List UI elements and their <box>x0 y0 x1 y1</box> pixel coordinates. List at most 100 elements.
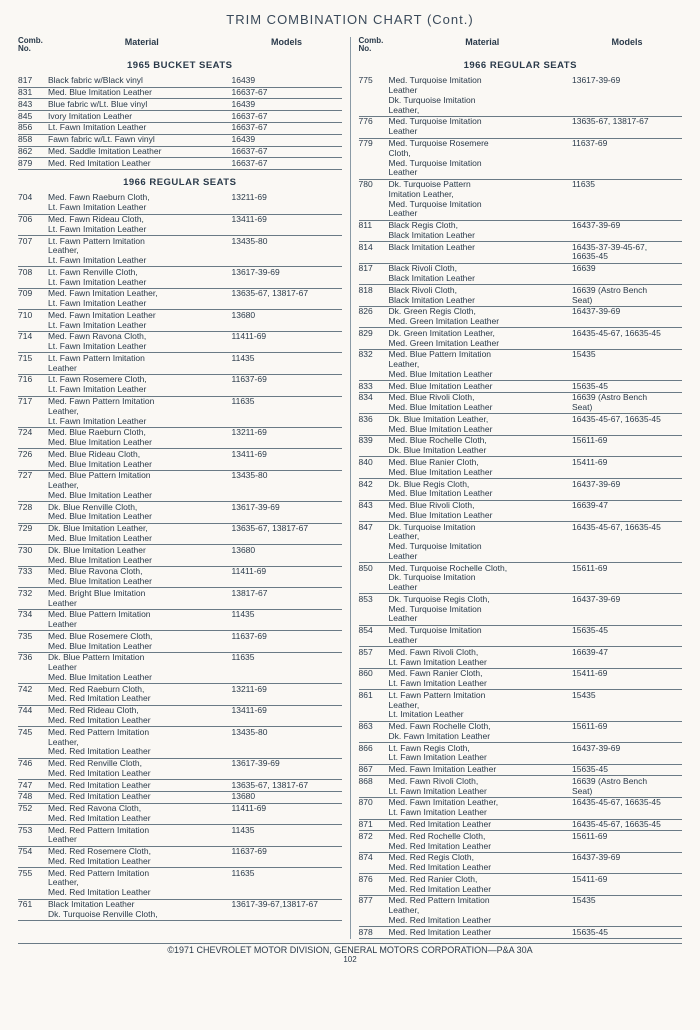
cell-material: Med. Blue Ranier Cloth,Med. Blue Imitati… <box>389 458 573 478</box>
cell-material: Med. Blue Rivoli Cloth,Med. Blue Imitati… <box>389 393 573 413</box>
cell-material: Lt. Fawn Pattern ImitationLeather,Lt. Fa… <box>48 237 232 266</box>
cell-models: 13411-69 <box>232 215 342 235</box>
table-row: 708Lt. Fawn Renville Cloth,Lt. Fawn Imit… <box>18 267 342 289</box>
cell-models: 13211-69 <box>232 193 342 213</box>
cell-material: Med. Blue Imitation Leather <box>389 382 573 392</box>
cell-combno: 833 <box>359 382 389 392</box>
table-row: 817Black fabric w/Black vinyl16439 <box>18 76 342 88</box>
cell-material: Med. Red Ranier Cloth,Med. Red Imitation… <box>389 875 573 895</box>
cell-combno: 717 <box>18 397 48 426</box>
hdr-material: Material <box>52 37 232 53</box>
cell-models: 15411-69 <box>572 458 682 478</box>
cell-combno: 811 <box>359 221 389 241</box>
table-row: 726Med. Blue Rideau Cloth,Med. Blue Imit… <box>18 449 342 471</box>
cell-combno: 761 <box>18 900 48 920</box>
cell-combno: 829 <box>359 329 389 349</box>
cell-material: Med. Blue Pattern ImitationLeather,Med. … <box>48 471 232 500</box>
cell-combno: 775 <box>359 76 389 115</box>
cell-combno: 742 <box>18 685 48 705</box>
table-row: 746Med. Red Renville Cloth,Med. Red Imit… <box>18 759 342 781</box>
cell-material: Lt. Fawn Renville Cloth,Lt. Fawn Imitati… <box>48 268 232 288</box>
cell-material: Med. Turquoise ImitationLeather <box>389 117 573 137</box>
table-row: 717Med. Fawn Pattern ImitationLeather,Lt… <box>18 397 342 428</box>
cell-combno: 876 <box>359 875 389 895</box>
cell-combno: 861 <box>359 691 389 720</box>
table-row: 842Dk. Blue Regis Cloth,Med. Blue Imitat… <box>359 479 683 501</box>
cell-models: 15635-45 <box>572 928 682 938</box>
cell-combno: 748 <box>18 792 48 802</box>
table-row: 780Dk. Turquoise PatternImitation Leathe… <box>359 180 683 221</box>
cell-combno: 817 <box>359 264 389 284</box>
cell-material: Med. Blue Ravona Cloth,Med. Blue Imitati… <box>48 567 232 587</box>
cell-models: 11637-69 <box>572 139 682 178</box>
cell-models: 15611-69 <box>572 832 682 852</box>
cell-material: Med. Red Pattern ImitationLeather,Med. R… <box>48 869 232 898</box>
cell-models: 15611-69 <box>572 436 682 456</box>
cell-material: Med. Red Raeburn Cloth,Med. Red Imitatio… <box>48 685 232 705</box>
table-row: 836Dk. Blue Imitation Leather,Med. Blue … <box>359 414 683 436</box>
cell-material: Med. Red Imitation Leather <box>48 781 232 791</box>
cell-models: 15635-45 <box>572 765 682 775</box>
cell-material: Med. Blue Raeburn Cloth,Med. Blue Imitat… <box>48 428 232 448</box>
cell-models: 13680 <box>232 792 342 802</box>
cell-models: 16435-45-67, 16635-45 <box>572 798 682 818</box>
cell-material: Med. Fawn Rivoli Cloth,Lt. Fawn Imitatio… <box>389 777 573 797</box>
cell-combno: 834 <box>359 393 389 413</box>
cell-models: 16639 <box>572 264 682 284</box>
table-row: 754Med. Red Rosemere Cloth,Med. Red Imit… <box>18 847 342 869</box>
cell-combno: 842 <box>359 480 389 500</box>
table-row: 707Lt. Fawn Pattern ImitationLeather,Lt.… <box>18 236 342 267</box>
cell-combno: 879 <box>18 159 48 169</box>
cell-combno: 817 <box>18 76 48 86</box>
cell-combno: 818 <box>359 286 389 306</box>
cell-models: 11435 <box>232 354 342 374</box>
cell-combno: 868 <box>359 777 389 797</box>
cell-combno: 752 <box>18 804 48 824</box>
cell-models: 13211-69 <box>232 428 342 448</box>
table-row: 729Dk. Blue Imitation Leather,Med. Blue … <box>18 524 342 546</box>
cell-models: 16435-45-67, 16635-45 <box>572 329 682 349</box>
table-row: 735Med. Blue Rosemere Cloth,Med. Blue Im… <box>18 631 342 653</box>
table-row: 753Med. Red Pattern ImitationLeather1143… <box>18 825 342 847</box>
cell-models: 15635-45 <box>572 626 682 646</box>
cell-combno: 840 <box>359 458 389 478</box>
cell-models: 13617-39-69 <box>232 268 342 288</box>
cell-material: Med. Bright Blue ImitationLeather <box>48 589 232 609</box>
cell-models: 15435 <box>572 896 682 925</box>
cell-combno: 746 <box>18 759 48 779</box>
cell-combno: 727 <box>18 471 48 500</box>
cell-material: Dk. Turquoise ImitationLeather,Med. Turq… <box>389 523 573 562</box>
table-row: 736Dk. Blue Pattern ImitationLeatherMed.… <box>18 653 342 684</box>
cell-combno: 707 <box>18 237 48 266</box>
table-row: 752Med. Red Ravona Cloth,Med. Red Imitat… <box>18 804 342 826</box>
cell-models: 16639 (Astro BenchSeat) <box>572 777 682 797</box>
cell-models: 13617-39-69 <box>232 503 342 523</box>
cell-models: 16639 (Astro BenchSeat) <box>572 393 682 413</box>
cell-material: Black fabric w/Black vinyl <box>48 76 232 86</box>
cell-material: Med. Blue Rosemere Cloth,Med. Blue Imita… <box>48 632 232 652</box>
cell-models: 15611-69 <box>572 564 682 593</box>
cell-combno: 843 <box>18 100 48 110</box>
cell-models: 11635 <box>572 180 682 219</box>
table-row: 779Med. Turquoise RosemereCloth,Med. Tur… <box>359 139 683 180</box>
cell-models: 13435-80 <box>232 471 342 500</box>
cell-material: Med. Blue Rivoli Cloth,Med. Blue Imitati… <box>389 501 573 521</box>
cell-models: 16435-45-67, 16635-45 <box>572 820 682 830</box>
cell-material: Med. Fawn Imitation Leather,Lt. Fawn Imi… <box>389 798 573 818</box>
cell-material: Fawn fabric w/Lt. Fawn vinyl <box>48 135 232 145</box>
cell-combno: 729 <box>18 524 48 544</box>
table-row: 724Med. Blue Raeburn Cloth,Med. Blue Imi… <box>18 428 342 450</box>
table-row: 817Black Rivoli Cloth,Black Imitation Le… <box>359 264 683 286</box>
table-row: 833Med. Blue Imitation Leather15635-45 <box>359 381 683 393</box>
cell-material: Med. Fawn Imitation Leather <box>389 765 573 775</box>
table-row: 732Med. Bright Blue ImitationLeather1381… <box>18 588 342 610</box>
cell-combno: 826 <box>359 307 389 327</box>
cell-material: Black Rivoli Cloth,Black Imitation Leath… <box>389 264 573 284</box>
cell-material: Black Imitation LeatherDk. Turquoise Ren… <box>48 900 232 920</box>
page-title: TRIM COMBINATION CHART (Cont.) <box>18 12 682 27</box>
table-row: 706Med. Fawn Rideau Cloth,Lt. Fawn Imita… <box>18 215 342 237</box>
cell-material: Med. Fawn Pattern ImitationLeather,Lt. F… <box>48 397 232 426</box>
cell-models: 13680 <box>232 546 342 566</box>
table-row: 872Med. Red Rochelle Cloth,Med. Red Imit… <box>359 831 683 853</box>
table-row: 755Med. Red Pattern ImitationLeather,Med… <box>18 868 342 899</box>
